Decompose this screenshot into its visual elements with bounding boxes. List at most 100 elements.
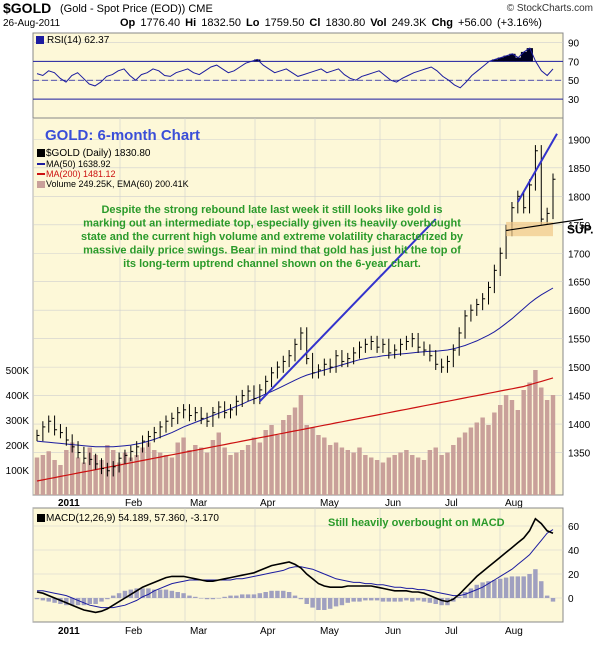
- macd-histogram-bar: [427, 598, 433, 603]
- volume-bar: [275, 435, 280, 495]
- macd-histogram-bar: [193, 596, 198, 598]
- volume-bar: [410, 455, 415, 495]
- change-value: +56.00 (+3.16%): [458, 17, 542, 29]
- rsi-overbought-fill: [497, 57, 504, 62]
- macd-histogram-bar: [410, 598, 415, 602]
- volume-legend-swatch: [37, 181, 45, 188]
- volume-bar: [392, 455, 397, 495]
- macd-histogram-bar: [421, 598, 427, 602]
- volume-bar: [187, 450, 192, 495]
- macd-histogram-bar: [322, 598, 327, 610]
- annotation-text: Despite the strong rebound late last wee…: [101, 204, 442, 216]
- volume-bar: [474, 422, 480, 495]
- price-tick-label: 1650: [568, 278, 591, 289]
- price-tick-label: 1600: [568, 306, 591, 317]
- macd-histogram-bar: [292, 595, 298, 598]
- macd-x-tick: May: [320, 626, 339, 637]
- volume-bar: [181, 437, 186, 495]
- rsi-tick-label: 30: [568, 95, 580, 106]
- macd-histogram-bar: [93, 598, 98, 604]
- price-tick-label: 1400: [568, 420, 591, 431]
- volume-bar: [427, 450, 433, 495]
- macd-tick-label: 20: [568, 570, 580, 581]
- volume-bar: [122, 452, 128, 495]
- volume-bar: [480, 417, 485, 495]
- volume-bar: [146, 442, 151, 495]
- macd-histogram-bar: [34, 598, 40, 600]
- volume-bar: [163, 455, 169, 495]
- rsi-overbought-fill: [491, 59, 499, 62]
- macd-histogram-bar: [392, 598, 397, 602]
- macd-histogram-bar: [40, 598, 46, 601]
- volume-bar: [46, 451, 51, 495]
- volume-bar: [93, 455, 98, 495]
- price-x-tick: Apr: [260, 498, 276, 509]
- rsi-legend: RSI(14) 62.37: [47, 35, 110, 46]
- macd-histogram-bar: [433, 598, 438, 604]
- macd-panel-bg: [32, 507, 564, 623]
- macd-histogram-bar: [503, 577, 509, 598]
- instrument-name: (Gold - Spot Price (EOD)) CME: [60, 3, 213, 15]
- volume-bar: [228, 455, 233, 495]
- support-line: [506, 218, 584, 232]
- volume-tick-label: 500K: [6, 366, 30, 377]
- macd-histogram-bar: [204, 598, 210, 600]
- rsi-legend-swatch: [36, 36, 44, 44]
- annotation-text: marking out an intermediate top, especia…: [83, 218, 461, 230]
- macd-x-tick: 2011: [58, 626, 80, 637]
- volume-bar: [380, 462, 386, 495]
- volume-bar: [134, 455, 139, 495]
- macd-annotation: Still heavily overbought on MACD: [328, 517, 505, 529]
- macd-histogram-bar: [245, 594, 251, 598]
- macd-histogram-bar: [497, 578, 503, 598]
- macd-histogram-bar: [533, 569, 538, 598]
- macd-histogram-bar: [234, 595, 239, 598]
- volume-bar: [310, 427, 315, 495]
- support-label: SUP.: [567, 222, 593, 236]
- rsi-tick-label: 90: [568, 38, 580, 49]
- price-x-tick: Jun: [385, 498, 401, 509]
- rsi-overbought-fill: [254, 59, 261, 62]
- macd-histogram-bar: [368, 598, 374, 601]
- macd-histogram-bar: [327, 598, 333, 609]
- price-tick-label: 1800: [568, 192, 591, 203]
- volume-bar: [386, 457, 392, 495]
- volume-bar: [415, 457, 421, 495]
- volume-bar: [128, 457, 134, 495]
- macd-histogram-bar: [550, 598, 556, 602]
- rsi-tick-label: 70: [568, 57, 580, 68]
- macd-histogram-bar: [251, 594, 257, 598]
- macd-histogram-bar: [110, 595, 116, 598]
- volume-bar: [34, 457, 40, 495]
- annotation-text: massive daily price swings. Bear in mind…: [83, 245, 461, 257]
- macd-x-tick: Aug: [505, 626, 523, 637]
- macd-histogram-bar: [64, 598, 69, 606]
- volume-bar: [374, 460, 380, 495]
- macd-histogram-bar: [527, 574, 532, 598]
- volume-bar: [521, 390, 526, 495]
- macd-histogram-bar: [486, 581, 491, 598]
- macd-histogram-bar: [480, 582, 485, 598]
- macd-tick-label: 0: [568, 594, 574, 605]
- macd-histogram-bar: [492, 580, 497, 598]
- volume-bar: [351, 452, 356, 495]
- close-value: 1830.80: [325, 17, 366, 29]
- volume-bar: [492, 412, 497, 495]
- volume-bar: [298, 395, 304, 495]
- price-tick-label: 1750: [568, 221, 591, 232]
- source-credit: © StockCharts.com: [506, 3, 593, 14]
- macd-histogram-bar: [187, 595, 192, 598]
- macd-histogram-bar: [210, 598, 216, 600]
- volume-bar: [40, 455, 46, 495]
- volume-bar: [544, 400, 550, 495]
- ohlc-readout: Op 1776.40 Hi 1832.50 Lo 1759.50 Cl 1830…: [120, 17, 542, 29]
- macd-histogram-bar: [122, 590, 128, 598]
- rsi-line: [36, 47, 554, 89]
- volume-bar: [140, 447, 145, 495]
- volume-bar: [204, 452, 210, 495]
- macd-signal-line: [37, 529, 554, 609]
- volume-bar: [304, 425, 309, 495]
- volume-bar: [345, 450, 351, 495]
- volume-bar: [550, 395, 556, 495]
